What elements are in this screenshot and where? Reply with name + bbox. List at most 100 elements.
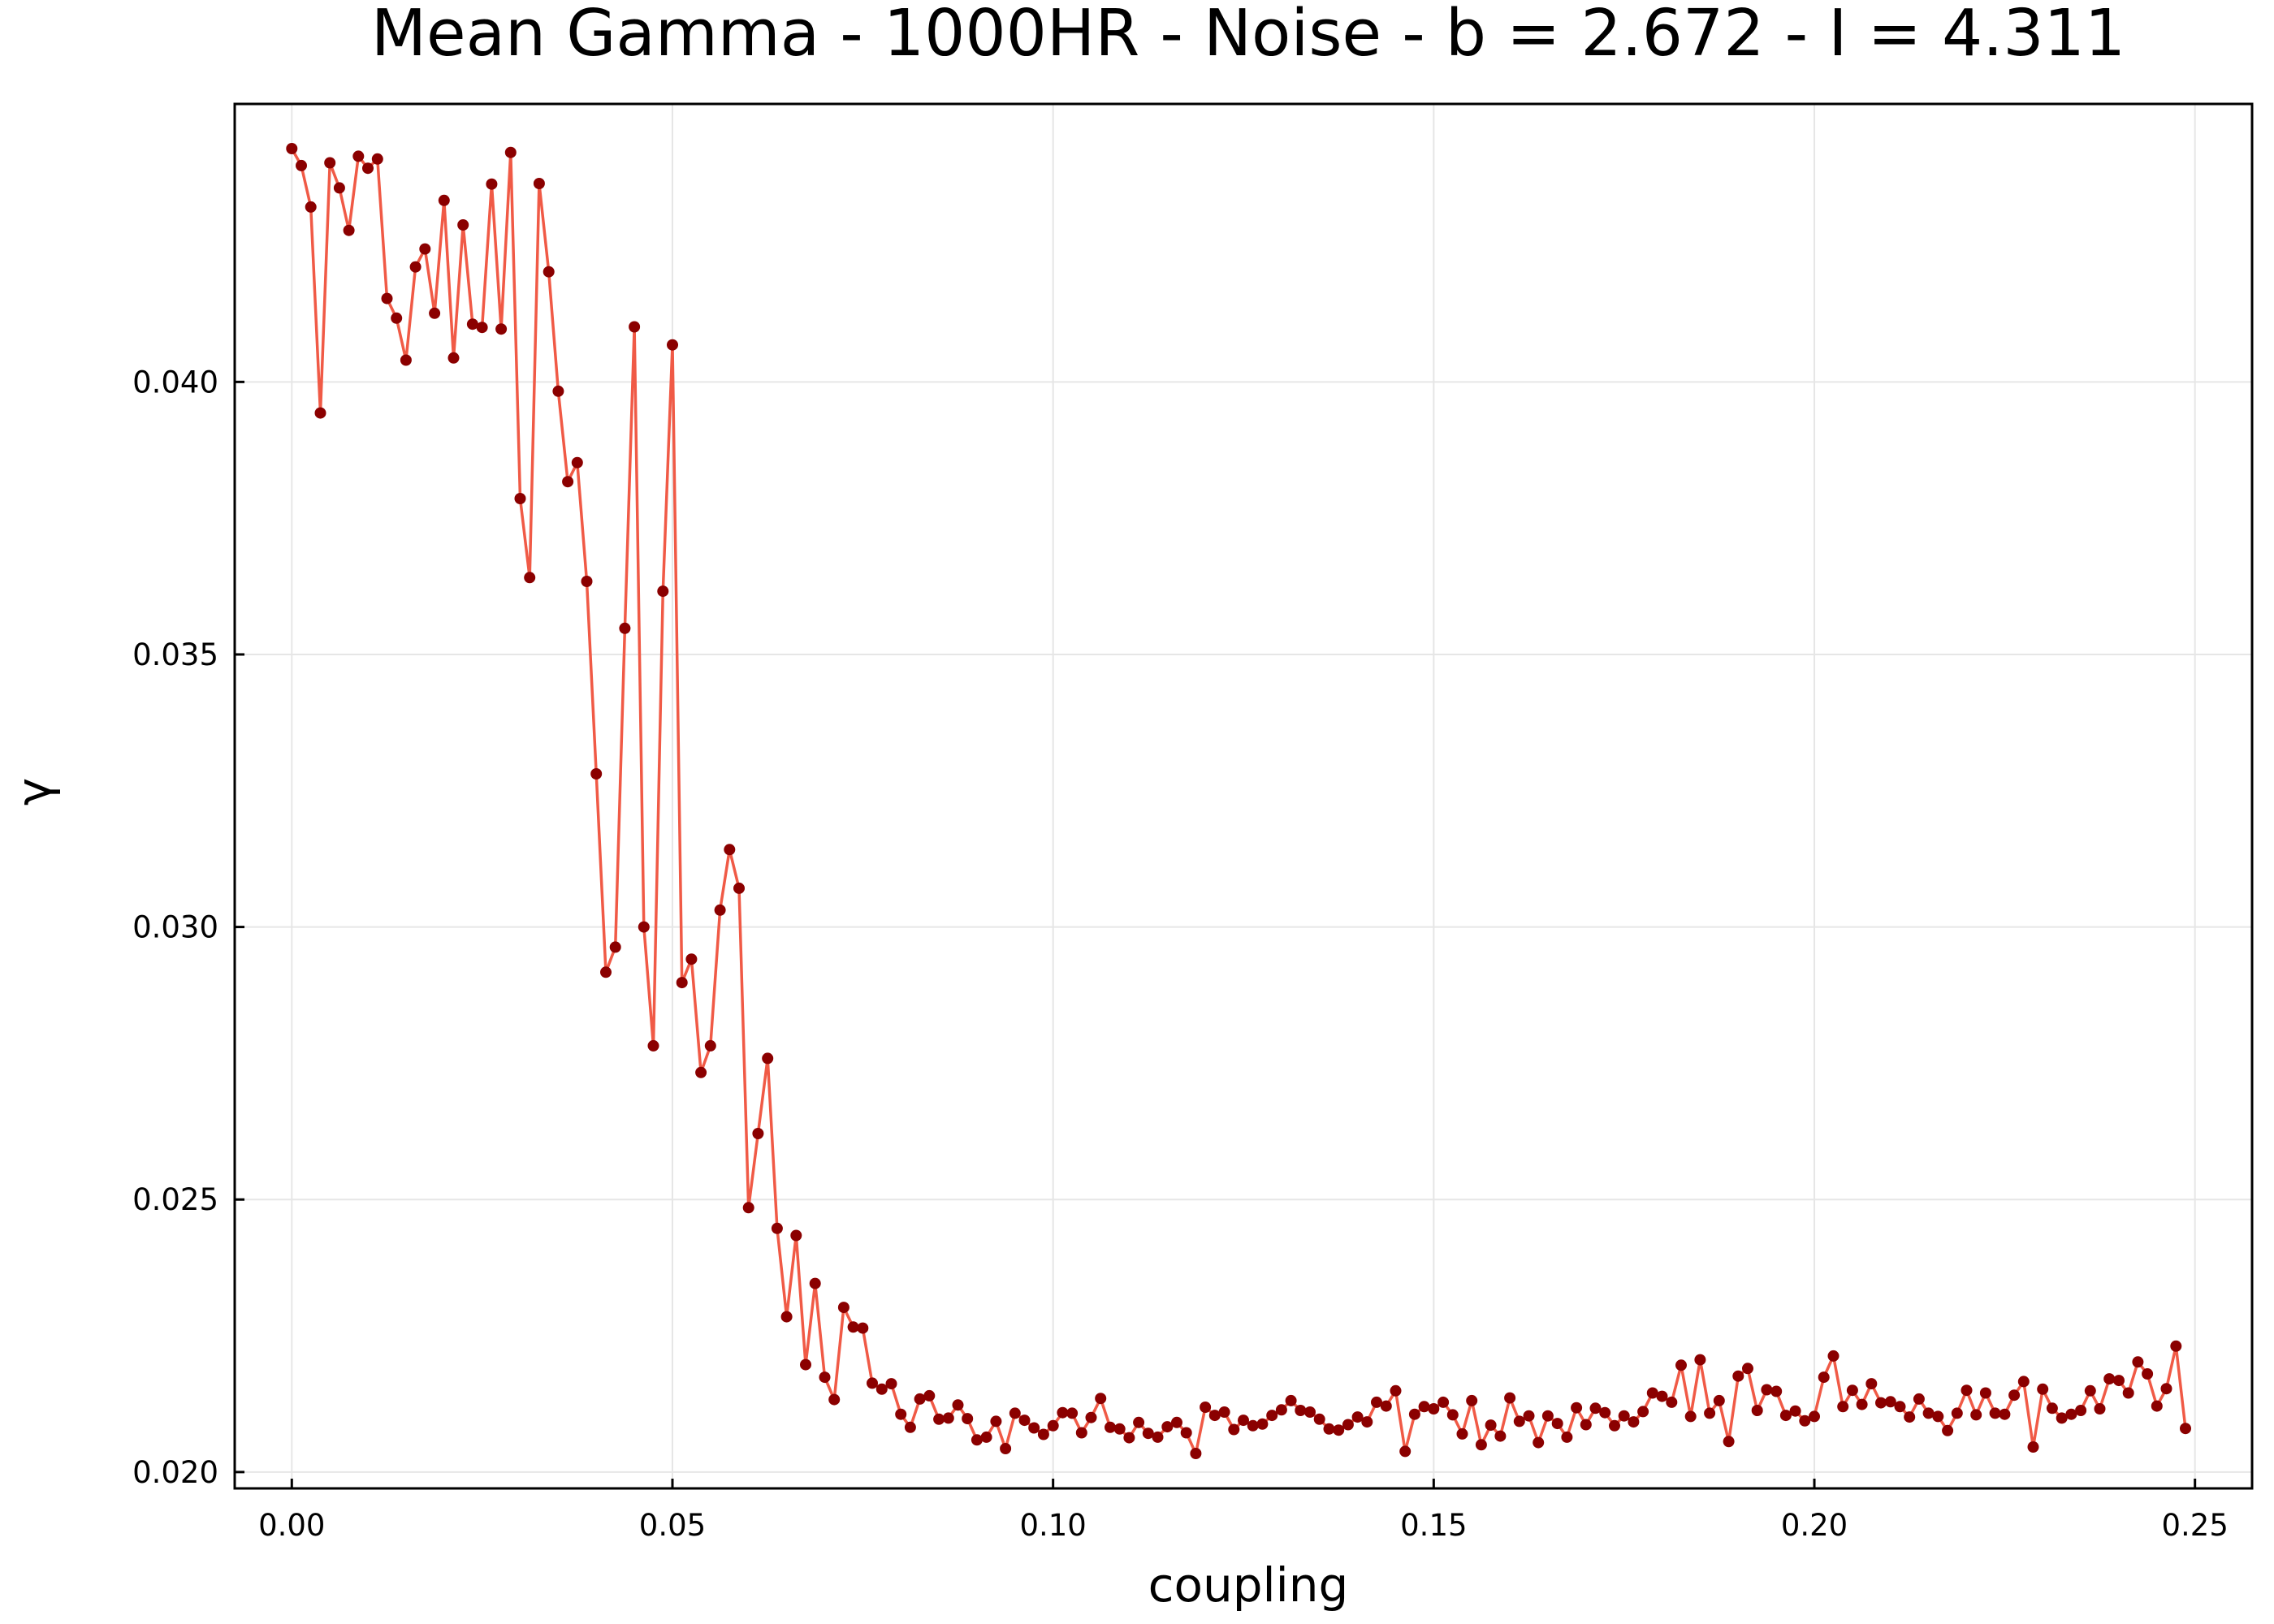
data-point xyxy=(296,159,307,171)
data-point xyxy=(1333,1424,1345,1436)
data-point xyxy=(590,768,603,780)
data-point xyxy=(514,493,526,504)
data-point xyxy=(809,1277,821,1289)
data-point xyxy=(704,1039,716,1052)
data-point xyxy=(1466,1394,1478,1406)
data-point xyxy=(1428,1403,1440,1415)
x-tick-label: 0.00 xyxy=(258,1508,325,1543)
data-point xyxy=(1485,1419,1497,1432)
data-point xyxy=(1761,1384,1773,1396)
data-point xyxy=(1979,1387,1991,1399)
x-tick-label: 0.20 xyxy=(1781,1508,1848,1543)
data-point xyxy=(1589,1402,1602,1415)
data-point xyxy=(1904,1411,1916,1423)
data-point xyxy=(1418,1401,1430,1413)
data-point xyxy=(2094,1403,2106,1415)
data-point xyxy=(1228,1423,1240,1436)
data-point xyxy=(1390,1384,1402,1397)
data-point xyxy=(1066,1407,1079,1419)
data-point xyxy=(581,576,593,587)
data-point xyxy=(885,1378,897,1390)
data-point xyxy=(867,1377,878,1389)
data-point xyxy=(429,307,441,319)
data-point xyxy=(1541,1410,1554,1422)
data-point xyxy=(543,266,555,278)
data-point xyxy=(438,194,450,206)
data-point xyxy=(1932,1410,1944,1423)
data-point xyxy=(1913,1393,1925,1405)
data-point xyxy=(800,1358,811,1371)
data-point xyxy=(1989,1407,2001,1419)
data-point xyxy=(695,1066,707,1078)
data-point xyxy=(1694,1354,1706,1366)
data-point xyxy=(762,1052,774,1065)
data-point xyxy=(1551,1418,1563,1430)
data-point xyxy=(2008,1389,2021,1402)
data-point xyxy=(1399,1445,1412,1458)
data-point xyxy=(2017,1376,2030,1388)
data-point xyxy=(2046,1402,2058,1415)
data-point xyxy=(2113,1375,2125,1387)
data-point xyxy=(1323,1423,1335,1435)
x-tick-label: 0.05 xyxy=(639,1508,706,1543)
data-point xyxy=(962,1413,974,1425)
data-point xyxy=(1561,1431,1573,1443)
data-point xyxy=(638,921,650,933)
data-point xyxy=(391,312,403,324)
data-point xyxy=(2142,1368,2154,1380)
data-point xyxy=(314,407,326,419)
data-point xyxy=(1827,1350,1840,1362)
x-tick-label: 0.10 xyxy=(1019,1508,1086,1543)
data-point xyxy=(1884,1396,1896,1408)
data-point xyxy=(2180,1423,2191,1435)
data-point xyxy=(771,1222,783,1234)
data-point xyxy=(343,224,355,236)
data-point xyxy=(1361,1416,1373,1428)
data-point xyxy=(1000,1443,1012,1454)
data-point xyxy=(552,385,564,397)
data-point xyxy=(2037,1383,2049,1395)
data-point xyxy=(2103,1373,2116,1385)
data-point xyxy=(1666,1396,1678,1408)
y-tick-label: 0.030 xyxy=(132,910,218,945)
data-point xyxy=(1779,1410,1792,1422)
data-point xyxy=(780,1311,793,1323)
data-point xyxy=(1200,1402,1212,1413)
data-point xyxy=(352,150,365,162)
data-point xyxy=(409,261,422,273)
x-tick-label: 0.25 xyxy=(2162,1508,2229,1543)
x-axis-ticks: 0.00 0.05 0.10 0.15 0.20 0.25 xyxy=(258,1479,2229,1543)
data-point xyxy=(971,1434,983,1446)
data-point xyxy=(1751,1405,1763,1416)
data-point xyxy=(1304,1406,1316,1418)
data-point xyxy=(1742,1363,1753,1375)
data-point xyxy=(447,352,460,364)
data-point xyxy=(1247,1419,1259,1432)
data-point xyxy=(305,201,317,213)
data-point xyxy=(286,143,298,154)
data-point xyxy=(1275,1404,1287,1416)
data-point xyxy=(923,1389,936,1402)
data-point xyxy=(2170,1340,2182,1352)
data-point xyxy=(1161,1421,1174,1433)
data-point xyxy=(1533,1436,1545,1449)
data-point xyxy=(733,882,745,894)
data-point xyxy=(1133,1416,1145,1428)
data-point xyxy=(2027,1441,2039,1453)
data-point xyxy=(647,1039,659,1052)
x-tick-label: 0.15 xyxy=(1400,1508,1467,1543)
data-point xyxy=(1684,1410,1697,1423)
data-point xyxy=(2056,1412,2068,1424)
data-point xyxy=(1342,1419,1354,1431)
data-point xyxy=(742,1202,754,1214)
data-point xyxy=(2151,1400,2163,1412)
data-point xyxy=(476,322,488,334)
data-point xyxy=(857,1322,869,1334)
data-point xyxy=(714,904,726,916)
data-point xyxy=(990,1415,1002,1427)
data-point xyxy=(1238,1415,1249,1427)
data-point xyxy=(1171,1416,1182,1428)
data-point xyxy=(752,1128,764,1139)
